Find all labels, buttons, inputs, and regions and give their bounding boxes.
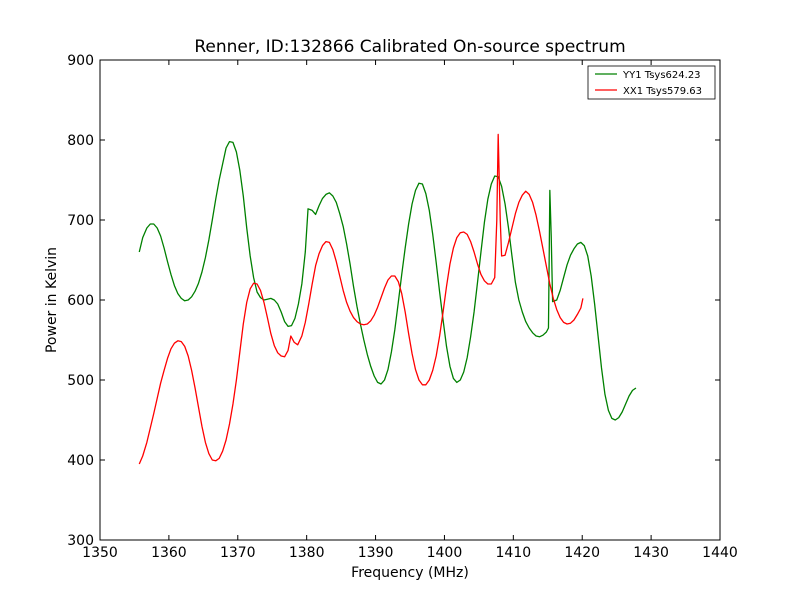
- y-axis: 300 400 500 600 700 800 900: [67, 53, 720, 549]
- y-tick-label: 500: [67, 373, 94, 389]
- series-line-xx1: [138, 133, 584, 465]
- series-line-yy1: [138, 140, 637, 421]
- x-tick-label: 1430: [633, 545, 669, 561]
- x-tick-label: 1440: [702, 545, 738, 561]
- x-axis-label: Frequency (MHz): [351, 565, 469, 581]
- y-axis-label: Power in Kelvin: [44, 247, 60, 353]
- x-tick-label: 1390: [358, 545, 394, 561]
- legend: YY1 Tsys624.23 XX1 Tsys579.63: [587, 65, 716, 100]
- x-tick-label: 1410: [496, 545, 532, 561]
- x-tick-label: 1370: [220, 545, 256, 561]
- y-tick-label: 300: [67, 533, 94, 549]
- y-tick-label: 700: [67, 213, 94, 229]
- legend-label-xx1: XX1 Tsys579.63: [623, 86, 702, 97]
- y-tick-label: 400: [67, 453, 94, 469]
- plot-frame: [99, 59, 721, 541]
- series-group: [138, 133, 637, 465]
- x-tick-label: 1420: [564, 545, 600, 561]
- x-tick-label: 1360: [151, 545, 187, 561]
- x-tick-label: 1380: [289, 545, 325, 561]
- x-tick-label: 1350: [82, 545, 118, 561]
- y-tick-label: 900: [67, 53, 94, 69]
- y-tick-label: 800: [67, 133, 94, 149]
- legend-box: [587, 65, 716, 100]
- x-axis: 1350 1360 1370 1380 1390 1400 1410 1420 1430 1440: [82, 60, 738, 561]
- chart-title: Renner, ID:132866 Calibrated On-source s…: [194, 37, 625, 57]
- legend-label-yy1: YY1 Tsys624.23: [622, 70, 701, 81]
- y-tick-label: 600: [67, 293, 94, 309]
- plot-area: [99, 59, 721, 541]
- x-tick-label: 1400: [427, 545, 463, 561]
